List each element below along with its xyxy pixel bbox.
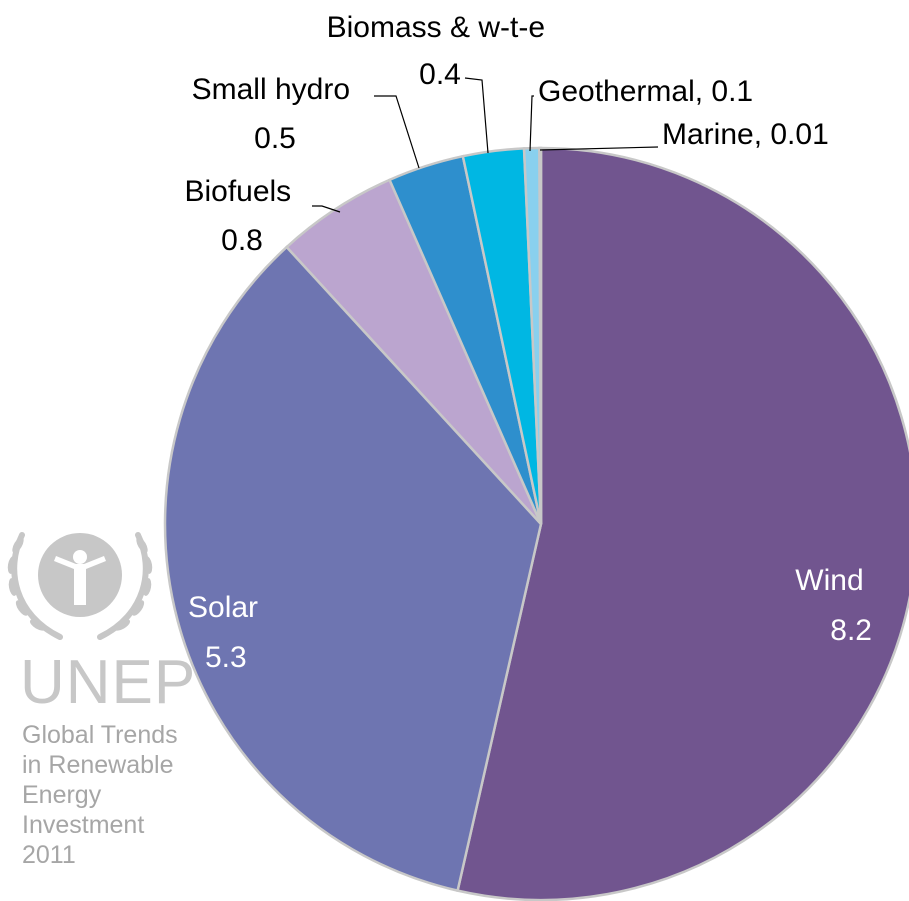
label-wind-value: 8.2 xyxy=(830,614,872,647)
label-small-hydro: Small hydro 0.5 xyxy=(192,73,359,155)
unep-logo: UNEP xyxy=(7,532,196,717)
leader-small-hydro xyxy=(374,95,420,169)
label-biomass-value: 0.4 xyxy=(419,58,461,91)
label-biofuels-value: 0.8 xyxy=(221,224,263,257)
unep-wordmark: UNEP xyxy=(20,648,196,717)
label-small-hydro-name: Small hydro xyxy=(192,73,350,106)
caption-line: Energy xyxy=(22,781,102,809)
pie-slice-wind xyxy=(456,146,909,901)
label-biofuels: Biofuels 0.8 xyxy=(184,175,299,257)
label-biomass: Biomass & w-t-e 0.4 xyxy=(327,11,554,91)
label-solar-name: Solar xyxy=(188,591,258,624)
leader-biofuels xyxy=(312,205,341,213)
label-marine: Marine, 0.01 xyxy=(662,118,829,151)
label-small-hydro-value: 0.5 xyxy=(254,122,296,155)
label-solar: Solar 5.3 xyxy=(188,591,266,674)
report-caption: Global Trends in Renewable Energy Invest… xyxy=(22,720,222,870)
leader-marine xyxy=(539,146,659,151)
pie-slices xyxy=(163,146,909,901)
caption-line: 2011 xyxy=(22,841,76,869)
leader-biomass xyxy=(464,77,489,154)
label-wind-name: Wind xyxy=(795,564,863,597)
un-laurel-emblem-icon xyxy=(7,532,153,640)
label-biomass-name: Biomass & w-t-e xyxy=(327,11,545,44)
leader-geothermal xyxy=(529,95,534,152)
caption-line: Investment xyxy=(22,811,145,839)
caption-line: Global Trends xyxy=(22,721,178,749)
label-wind: Wind 8.2 xyxy=(795,564,872,647)
label-solar-value: 5.3 xyxy=(205,641,247,674)
label-biofuels-name: Biofuels xyxy=(184,175,291,208)
caption-line: in Renewable xyxy=(22,751,174,779)
label-geothermal: Geothermal, 0.1 xyxy=(538,75,753,108)
slice-labels: Wind 8.2 Solar 5.3 Biofuels 0.8 Small hy… xyxy=(184,11,872,674)
pie-slice-marine xyxy=(538,146,543,525)
pie-slice-solar xyxy=(163,245,543,893)
